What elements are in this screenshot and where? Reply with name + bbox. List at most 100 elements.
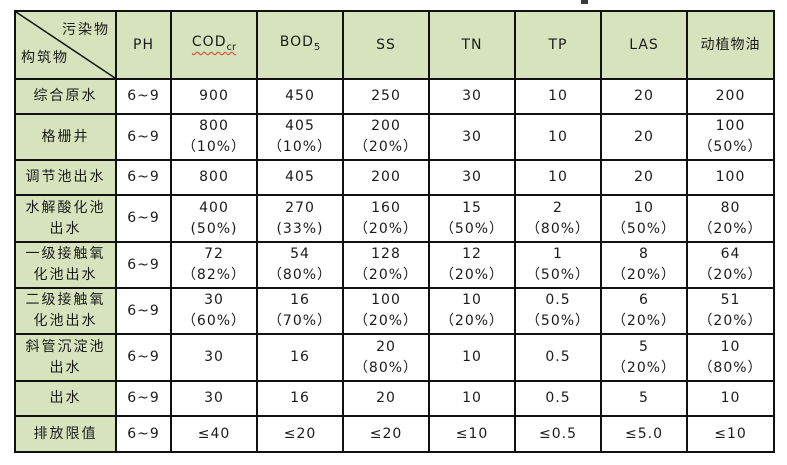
data-cell: 6~9	[115, 287, 172, 335]
col-header-tp: TP	[514, 10, 602, 80]
data-cell: 20	[600, 78, 688, 115]
col-header-oil: 动植物油	[686, 10, 775, 80]
data-cell: ≤20	[256, 415, 344, 453]
data-cell: 0.5	[514, 333, 602, 382]
data-cell: 15 （50%）	[428, 194, 516, 243]
table-row: 水解酸化池出水 6~9 400 (50%) 270 (33%) 160 （20%） 15 （50%…	[14, 194, 775, 243]
col-header-bod: BOD5	[256, 10, 344, 80]
data-cell: 6~9	[115, 415, 172, 453]
row-label: 排放限值	[14, 415, 117, 453]
data-cell: 0.5 （50%）	[514, 287, 602, 335]
col-header-cod: CODcr	[170, 10, 258, 80]
data-cell: ≤10	[428, 415, 516, 453]
data-cell: 10 （80%）	[686, 333, 775, 382]
table-row: 一级接触氧化池出水 6~9 72 （82%） 54 （80%） 128 （20%） 12 （20%…	[14, 241, 775, 289]
cropped-text-artifact	[581, 0, 588, 4]
data-cell: 128 （20%）	[342, 241, 430, 289]
row-label: 二级接触氧化池出水	[14, 287, 117, 335]
row-label: 综合原水	[14, 78, 117, 115]
data-cell: 16	[256, 333, 344, 382]
spellcheck-underline: CODcr	[191, 34, 237, 53]
data-cell: 12 （20%）	[428, 241, 516, 289]
row-label: 出水	[14, 380, 117, 417]
row-label: 斜管沉淀池出水	[14, 333, 117, 382]
corner-label-pollutant: 污染物	[62, 22, 110, 38]
data-cell: 54 （80%）	[256, 241, 344, 289]
data-cell: 30	[428, 113, 516, 161]
row-label: 调节池出水	[14, 159, 117, 196]
data-cell: 10	[514, 78, 602, 115]
table-row: 二级接触氧化池出水 6~9 30 （60%） 16 （70%） 100 （20%） 10 （20%…	[14, 287, 775, 335]
data-cell: 10	[514, 113, 602, 161]
data-cell: 16 （70%）	[256, 287, 344, 335]
data-cell: 100	[686, 159, 775, 196]
table-row: 格栅井 6~9 800 （10%） 405 （10%） 200 （20%） 30 10 20 100 （…	[14, 113, 775, 161]
data-cell: 10	[428, 380, 516, 417]
row-label: 水解酸化池出水	[14, 194, 117, 243]
data-cell: 250	[342, 78, 430, 115]
data-cell: 900	[170, 78, 258, 115]
data-cell: ≤0.5	[514, 415, 602, 453]
data-cell: 51 （20%）	[686, 287, 775, 335]
data-cell: 30	[170, 380, 258, 417]
data-cell: 100 （20%）	[342, 287, 430, 335]
table-row: 斜管沉淀池出水 6~9 30 16 20 （80%） 10 0.5 5 （20%） 10 （80%）	[14, 333, 775, 382]
data-cell: 6~9	[115, 113, 172, 161]
data-cell: 200	[686, 78, 775, 115]
table-row: 排放限值 6~9 ≤40 ≤20 ≤20 ≤10 ≤0.5 ≤5.0 ≤10	[14, 415, 775, 453]
data-cell: 5 （20%）	[600, 333, 688, 382]
data-cell: 0.5	[514, 380, 602, 417]
data-cell: 30	[428, 159, 516, 196]
data-cell: 160 （20%）	[342, 194, 430, 243]
data-cell: 10	[428, 333, 516, 382]
data-cell: 100 （50%）	[686, 113, 775, 161]
table-body: 综合原水 6~9 900 450 250 30 10 20 200 格栅井 6~9 800 （10%） 4…	[14, 78, 775, 453]
data-cell: 10 （50%）	[600, 194, 688, 243]
data-cell: 10 （20%）	[428, 287, 516, 335]
table-row: 出水 6~9 30 16 20 10 0.5 5 10	[14, 380, 775, 417]
col-header-las: LAS	[600, 10, 688, 80]
data-cell: 8 （20%）	[600, 241, 688, 289]
data-cell: 64 （20%）	[686, 241, 775, 289]
data-cell: 20 （80%）	[342, 333, 430, 382]
col-header-tn: TN	[428, 10, 516, 80]
data-cell: 5	[600, 380, 688, 417]
data-cell: 6~9	[115, 380, 172, 417]
data-cell: 200 （20%）	[342, 113, 430, 161]
data-cell: 400 (50%)	[170, 194, 258, 243]
data-cell: 800 （10%）	[170, 113, 258, 161]
data-cell: 2 （80%）	[514, 194, 602, 243]
data-cell: 200	[342, 159, 430, 196]
data-cell: 10	[686, 380, 775, 417]
data-cell: 16	[256, 380, 344, 417]
col-header-ss: SS	[342, 10, 430, 80]
data-cell: 80 （20%）	[686, 194, 775, 243]
data-cell: 405	[256, 159, 344, 196]
data-cell: 800	[170, 159, 258, 196]
row-label: 一级接触氧化池出水	[14, 241, 117, 289]
data-cell: ≤5.0	[600, 415, 688, 453]
header-row: 污染物 构筑物 PH CODcr BOD5 SS TN TP LAS 动植物油	[14, 10, 775, 80]
data-cell: ≤40	[170, 415, 258, 453]
data-cell: 6~9	[115, 333, 172, 382]
data-cell: 30	[170, 333, 258, 382]
data-cell: ≤10	[686, 415, 775, 453]
diagonal-divider	[16, 12, 115, 78]
data-cell: 20	[600, 113, 688, 161]
data-cell: 6~9	[115, 78, 172, 115]
data-cell: 450	[256, 78, 344, 115]
data-cell: 20	[600, 159, 688, 196]
data-cell: 405 （10%）	[256, 113, 344, 161]
table-header: 污染物 构筑物 PH CODcr BOD5 SS TN TP LAS 动植物油	[14, 10, 775, 80]
data-cell: 72 （82%）	[170, 241, 258, 289]
table-row: 调节池出水 6~9 800 405 200 30 10 20 100	[14, 159, 775, 196]
data-cell: 1 （50%）	[514, 241, 602, 289]
col-header-ph: PH	[115, 10, 172, 80]
corner-label-structure: 构筑物	[21, 50, 69, 66]
corner-cell: 污染物 构筑物	[14, 10, 117, 80]
data-cell: 6~9	[115, 241, 172, 289]
data-cell: 270 (33%)	[256, 194, 344, 243]
data-cell: 30 （60%）	[170, 287, 258, 335]
data-cell: ≤20	[342, 415, 430, 453]
row-label: 格栅井	[14, 113, 117, 161]
